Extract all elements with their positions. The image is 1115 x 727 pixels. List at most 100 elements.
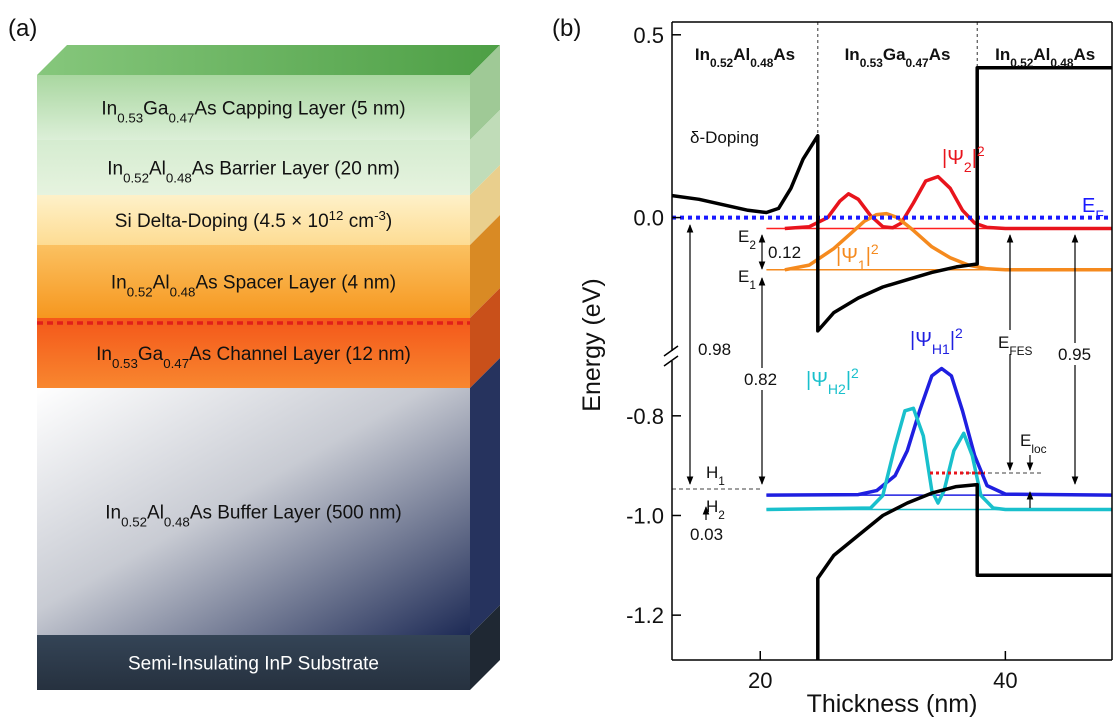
subscript: 0.52 <box>710 56 734 70</box>
text-run: E <box>1020 431 1031 450</box>
series-line <box>785 214 1112 270</box>
annotation: E1 <box>738 267 756 292</box>
curve-label: |ΨH1|2 <box>910 325 963 357</box>
text-run: ) <box>386 211 392 232</box>
subscript: 0.48 <box>750 56 774 70</box>
figure: (a) In0.53Ga0.47As Capping Layer (5 nm)I… <box>0 0 1115 727</box>
subscript: 0.52 <box>123 170 149 185</box>
annotation: H1 <box>706 463 725 488</box>
layer-label: Semi-Insulating InP Substrate <box>128 654 379 675</box>
subscript: 0.47 <box>169 110 195 125</box>
y-tick-label: -1.0 <box>626 503 664 528</box>
text-run: cm <box>343 211 374 232</box>
series-line <box>672 68 1112 331</box>
annotation: Eloc <box>1020 431 1047 456</box>
y-axis-label: Energy (eV) <box>578 278 606 411</box>
subscript: 0.48 <box>164 514 190 529</box>
superscript: 12 <box>329 208 344 223</box>
curve-label: |ΨH2|2 <box>806 365 859 397</box>
x-tick-label: 40 <box>993 668 1017 693</box>
subscript: 1 <box>718 474 725 488</box>
annotation: 0.12 <box>768 243 801 262</box>
subscript: F <box>1095 207 1104 223</box>
region-label: In0.52Al0.48As <box>695 45 795 70</box>
x-axis-label: Thickness (nm) <box>807 690 978 718</box>
annotation: 0.95 <box>1058 345 1091 364</box>
text-run: As Capping Layer (5 nm) <box>194 99 405 120</box>
text-run: Semi-Insulating InP Substrate <box>128 654 379 675</box>
text-run: Ga <box>883 45 906 64</box>
subscript: 1 <box>858 257 866 273</box>
region-label: In0.53Ga0.47As <box>845 45 951 70</box>
subscript: FES <box>1009 344 1032 358</box>
subscript: 0.48 <box>170 284 196 299</box>
text-run: E <box>738 227 749 246</box>
text-run: As Buffer Layer (500 nm) <box>190 503 402 524</box>
text-run: Si Delta-Doping (4.5 × 10 <box>115 211 329 232</box>
subscript: 0.52 <box>1010 56 1034 70</box>
text-run: In <box>101 99 117 120</box>
subscript: 0.52 <box>121 514 147 529</box>
layer-side <box>470 358 500 635</box>
annotation: H2 <box>706 497 725 522</box>
axis-break <box>664 356 678 366</box>
superscript: 2 <box>955 325 963 341</box>
layer-label: Si Delta-Doping (4.5 × 1012 cm-3) <box>115 208 392 233</box>
text-run: E <box>738 267 749 286</box>
subscript: 0.48 <box>166 170 192 185</box>
subscript: 0.47 <box>906 56 930 70</box>
body: { "panel_a": { "label": "(a)", "layers":… <box>0 0 1115 727</box>
panel-label: (a) <box>8 15 37 42</box>
annotation: 0.03 <box>690 525 723 544</box>
subscript: 2 <box>964 159 972 175</box>
subscript: 0.53 <box>117 110 143 125</box>
subscript: 0.48 <box>1050 56 1074 70</box>
text-run: In <box>111 273 127 294</box>
panel-label: (b) <box>552 15 581 42</box>
text-run: Al <box>1033 45 1050 64</box>
plot-area <box>672 22 1112 660</box>
subscript: loc <box>1031 442 1046 456</box>
annotation-labels: δ-Doping |Ψ2|2 |Ψ1|2 |ΨH1|2 |ΨH2|2 EF E2… <box>690 128 1104 544</box>
layer-stack: (a) In0.53Ga0.47As Capping Layer (5 nm)I… <box>8 15 500 690</box>
y-tick-label: -0.8 <box>626 404 664 429</box>
text-run: E <box>1082 195 1095 217</box>
annotation: EF <box>1082 195 1104 223</box>
subscript: H2 <box>828 381 846 397</box>
y-tick-label: 0.0 <box>633 206 664 231</box>
text-run: In <box>995 45 1010 64</box>
superscript: 2 <box>851 365 859 381</box>
axis-break <box>664 346 678 356</box>
text-run: As <box>929 45 951 64</box>
text-run: Ga <box>143 99 169 120</box>
curve-label: |Ψ1|2 <box>836 241 879 273</box>
y-tick-label: 0.5 <box>633 23 664 48</box>
band-diagram: (b) Energy (eV) Thickness (nm) <box>552 15 1112 718</box>
superscript: 2 <box>871 241 879 257</box>
text-run: As Barrier Layer (20 nm) <box>192 159 400 180</box>
text-run: |Ψ <box>910 329 932 351</box>
text-run: Al <box>147 503 164 524</box>
subscript: 2 <box>749 238 756 252</box>
text-run: H <box>706 463 718 482</box>
text-run: E <box>998 333 1009 352</box>
subscript: 0.52 <box>127 284 153 299</box>
subscript: 1 <box>749 278 756 292</box>
annotation: δ-Doping <box>690 128 759 147</box>
y-tick-label: -1.2 <box>626 603 664 628</box>
stack-top-face <box>37 45 500 75</box>
page: Layer structure and band diagram html, b… <box>0 0 1115 727</box>
text-run: |Ψ <box>942 147 964 169</box>
text-run: In <box>105 503 121 524</box>
text-run: |Ψ <box>806 369 828 391</box>
superscript: 2 <box>977 143 985 159</box>
annotation: 0.98 <box>698 340 731 359</box>
text-run: In <box>845 45 860 64</box>
annotation: E2 <box>738 227 756 252</box>
text-run: As <box>1074 45 1096 64</box>
text-run: As Spacer Layer (4 nm) <box>195 273 396 294</box>
subscript: 0.47 <box>163 356 189 371</box>
annotation: 0.82 <box>744 370 777 389</box>
text-run: Al <box>149 159 166 180</box>
text-run: In <box>107 159 123 180</box>
